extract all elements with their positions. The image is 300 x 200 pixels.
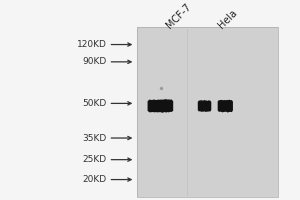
- Text: MCF-7: MCF-7: [165, 2, 193, 31]
- Text: 35KD: 35KD: [82, 134, 107, 143]
- Bar: [137, 27, 278, 197]
- Polygon shape: [148, 100, 172, 112]
- Text: 120KD: 120KD: [77, 40, 107, 49]
- Polygon shape: [199, 101, 211, 111]
- Polygon shape: [218, 100, 232, 112]
- Bar: [137, 27, 278, 197]
- Text: 25KD: 25KD: [82, 155, 107, 164]
- Text: 50KD: 50KD: [82, 99, 107, 108]
- Text: Hela: Hela: [217, 8, 239, 31]
- Text: 20KD: 20KD: [82, 175, 107, 184]
- Text: 90KD: 90KD: [82, 57, 107, 66]
